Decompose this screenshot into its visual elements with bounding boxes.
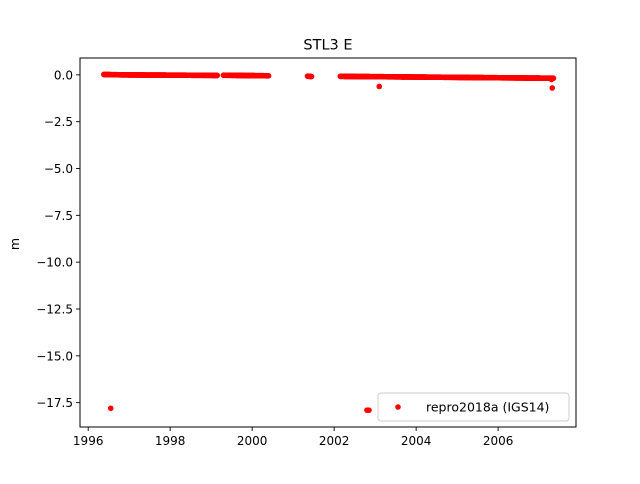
legend-box: [377, 392, 570, 422]
legend-marker: [395, 404, 401, 410]
data-point: [308, 73, 315, 80]
x-tick-label: 2000: [237, 434, 268, 448]
y-tick-label: 0.0: [54, 68, 73, 82]
x-axis-ticks: 1996 1998 2000 2002 2004 2006: [73, 427, 513, 448]
y-tick-label: −17.5: [36, 396, 73, 410]
y-tick-label: −7.5: [44, 209, 73, 223]
y-axis-ticks: 0.0 −2.5 −5.0 −7.5 −10.0 −12.5 −15.0 −17.5: [36, 68, 80, 410]
x-tick-label: 2006: [483, 434, 514, 448]
y-tick-label: −10.0: [36, 256, 73, 270]
x-tick-label: 1998: [155, 434, 186, 448]
x-tick-label: 2002: [319, 434, 350, 448]
data-point: [265, 72, 272, 79]
y-tick-label: −12.5: [36, 302, 73, 316]
x-tick-label: 2004: [401, 434, 432, 448]
plot-frame: [79, 57, 577, 428]
data-points: [100, 71, 557, 413]
data-point: [548, 76, 555, 83]
legend-label: repro2018a (IGS14): [426, 400, 549, 415]
y-tick-label: −15.0: [36, 349, 73, 363]
data-point: [366, 407, 372, 413]
legend: repro2018a (IGS14): [377, 392, 570, 422]
y-axis-label: m: [7, 238, 22, 250]
data-point: [401, 74, 407, 80]
data-point: [376, 83, 383, 90]
y-tick-label: −5.0: [44, 162, 73, 176]
x-tick-label: 1996: [73, 434, 104, 448]
data-point: [107, 405, 114, 412]
chart-title: STL3 E: [303, 38, 352, 54]
y-tick-label: −2.5: [44, 115, 73, 129]
data-point: [214, 72, 221, 79]
data-point: [549, 85, 556, 91]
